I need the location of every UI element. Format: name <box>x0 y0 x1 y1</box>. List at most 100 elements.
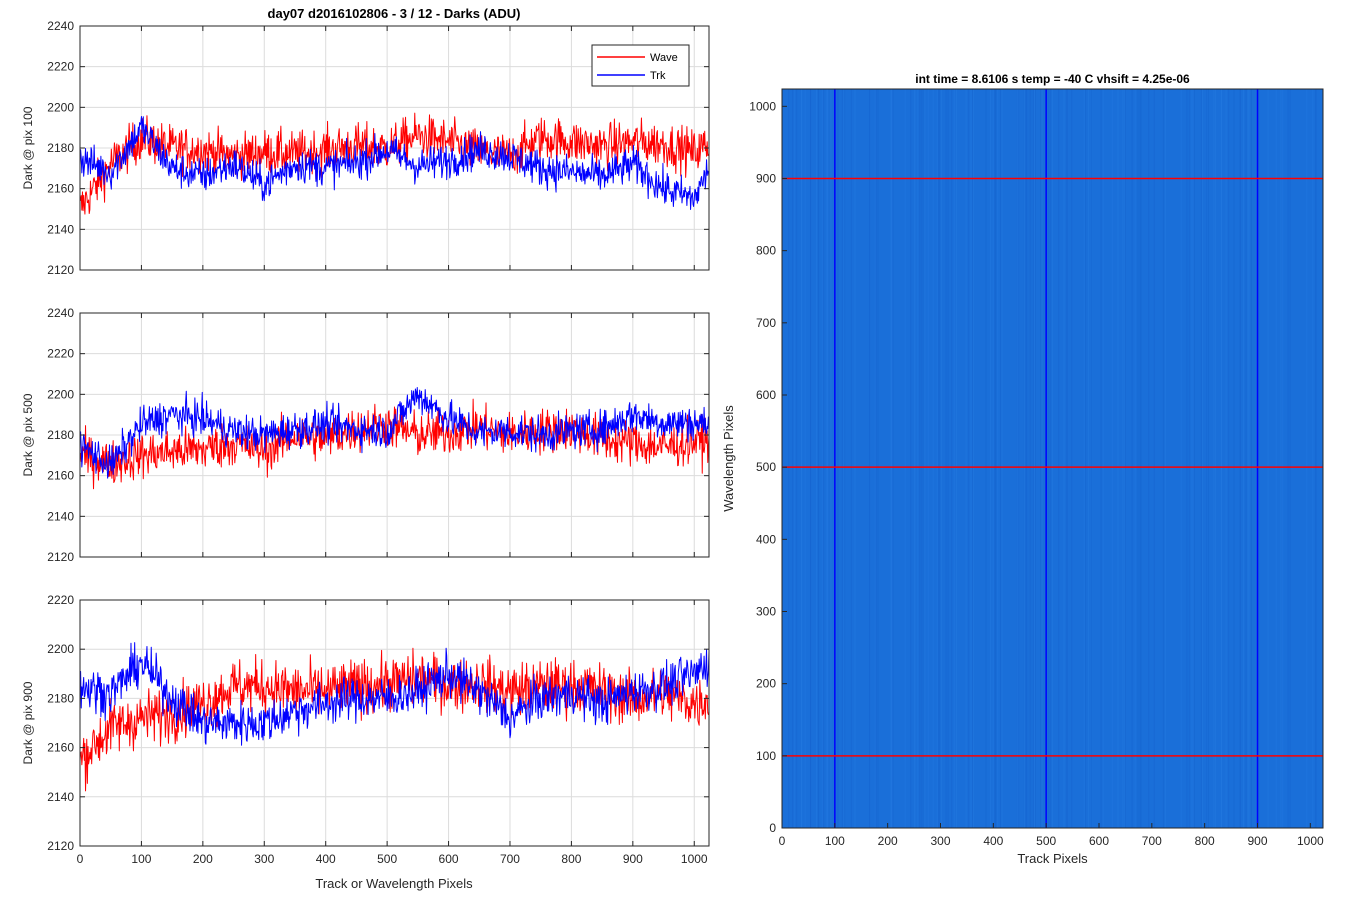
image-stripe <box>919 89 921 828</box>
image-stripe <box>1100 89 1102 828</box>
ylabel: Dark @ pix 100 <box>21 106 35 189</box>
ytick-label: 2200 <box>47 387 74 401</box>
xtick-label: 800 <box>561 852 581 866</box>
image-stripe <box>1137 89 1139 828</box>
image-stripe <box>941 89 943 828</box>
ytick-label: 2160 <box>47 741 74 755</box>
image-stripe <box>1018 89 1020 828</box>
image-stripe <box>1091 89 1093 828</box>
image-stripe <box>1180 89 1182 828</box>
image-frame <box>781 88 1324 829</box>
xtick-label: 200 <box>193 852 213 866</box>
ytick-label: 2180 <box>47 141 74 155</box>
image-title: int time = 8.6106 s temp = -40 C vhsift … <box>915 72 1190 86</box>
image-stripe <box>1225 89 1227 828</box>
image-stripe <box>965 89 967 828</box>
image-stripe <box>994 89 996 828</box>
image-stripe <box>818 89 820 828</box>
image-ytick-label: 200 <box>756 677 776 691</box>
image-stripe <box>1140 89 1142 828</box>
image-stripe <box>1001 89 1003 828</box>
image-stripe <box>841 89 843 828</box>
image-stripe <box>1139 89 1141 828</box>
image-stripe <box>1131 89 1133 828</box>
image-xtick-label: 800 <box>1195 834 1215 848</box>
image-stripe <box>1315 89 1317 828</box>
image-stripe <box>1026 89 1028 828</box>
image-stripe <box>1051 89 1053 828</box>
image-stripe <box>1233 89 1235 828</box>
image-stripe <box>920 89 922 828</box>
image-stripe <box>910 89 912 828</box>
panel-dark-pix-500: 2120 2140 2160 2180 2200 2220 2240 Dark @ pix 5… <box>21 306 710 564</box>
image-ytick-label: 800 <box>756 244 776 258</box>
image-stripe <box>793 89 795 828</box>
image-stripe <box>1032 89 1034 828</box>
image-stripe <box>1025 89 1027 828</box>
image-stripe <box>938 89 939 828</box>
image-xtick-label: 500 <box>1036 834 1056 848</box>
image-stripe <box>1016 89 1018 828</box>
image-stripe <box>939 89 940 828</box>
image-stripe <box>1214 89 1216 828</box>
series-trk-line <box>79 116 710 210</box>
image-stripe <box>924 89 926 828</box>
image-ytick-label: 900 <box>756 171 776 185</box>
panel-dark-image: 0 100 200 300 400 500 600 700 800 900 1000 0 100 200 3… <box>721 72 1324 866</box>
xtick-label: 300 <box>254 852 274 866</box>
image-stripe <box>1249 89 1251 828</box>
image-stripe <box>945 89 947 828</box>
image-stripe <box>1280 89 1282 828</box>
image-stripe <box>816 89 818 828</box>
ytick-label: 2160 <box>47 469 74 483</box>
image-stripe <box>992 89 994 828</box>
image-stripe <box>804 89 806 828</box>
image-stripe <box>922 89 924 828</box>
image-stripe <box>1207 89 1209 828</box>
image-stripe <box>1192 89 1194 828</box>
image-stripe <box>1046 89 1048 828</box>
ytick-label: 2200 <box>47 642 74 656</box>
image-stripe <box>985 89 987 828</box>
image-stripe <box>1287 89 1289 828</box>
image-stripe <box>796 89 798 828</box>
figure-title: day07 d2016102806 - 3 / 12 - Darks (ADU) <box>268 6 521 21</box>
image-stripe <box>826 89 828 828</box>
image-xtick-label: 400 <box>983 834 1003 848</box>
image-stripe <box>1034 89 1036 828</box>
image-stripe <box>801 89 803 828</box>
legend-wave-label: Wave <box>650 52 678 64</box>
image-stripe <box>1030 89 1032 828</box>
image-stripe <box>1267 89 1269 828</box>
image-stripe <box>1165 89 1167 828</box>
image-stripe <box>843 89 845 828</box>
ytick-label: 2240 <box>47 19 74 33</box>
image-stripe <box>1071 89 1073 828</box>
xtick-label: 400 <box>316 852 336 866</box>
image-stripe <box>936 89 938 828</box>
image-stripe <box>971 89 973 828</box>
image-stripe <box>1193 89 1195 828</box>
image-xtick-label: 700 <box>1142 834 1162 848</box>
ylabel: Dark @ pix 900 <box>21 681 35 764</box>
image-stripe <box>914 89 916 828</box>
image-stripe <box>1312 89 1314 828</box>
image-stripe <box>875 89 877 828</box>
image-stripe <box>917 89 919 828</box>
series-trk-line <box>79 387 710 479</box>
image-stripe <box>1200 89 1202 828</box>
image-stripe <box>854 89 856 828</box>
image-stripe <box>1024 89 1025 828</box>
image-stripe <box>1282 89 1284 828</box>
image-stripe <box>1085 89 1087 828</box>
xtick-label: 600 <box>439 852 459 866</box>
image-ytick-label: 300 <box>756 604 776 618</box>
ytick-label: 2120 <box>47 839 74 853</box>
image-stripe <box>951 89 953 828</box>
image-ytick-label: 0 <box>769 821 776 835</box>
xtick-label: 900 <box>623 852 643 866</box>
image-xtick-label: 900 <box>1247 834 1267 848</box>
image-stripe <box>1124 89 1126 828</box>
image-ytick-label: 100 <box>756 749 776 763</box>
image-stripe <box>1067 89 1069 828</box>
